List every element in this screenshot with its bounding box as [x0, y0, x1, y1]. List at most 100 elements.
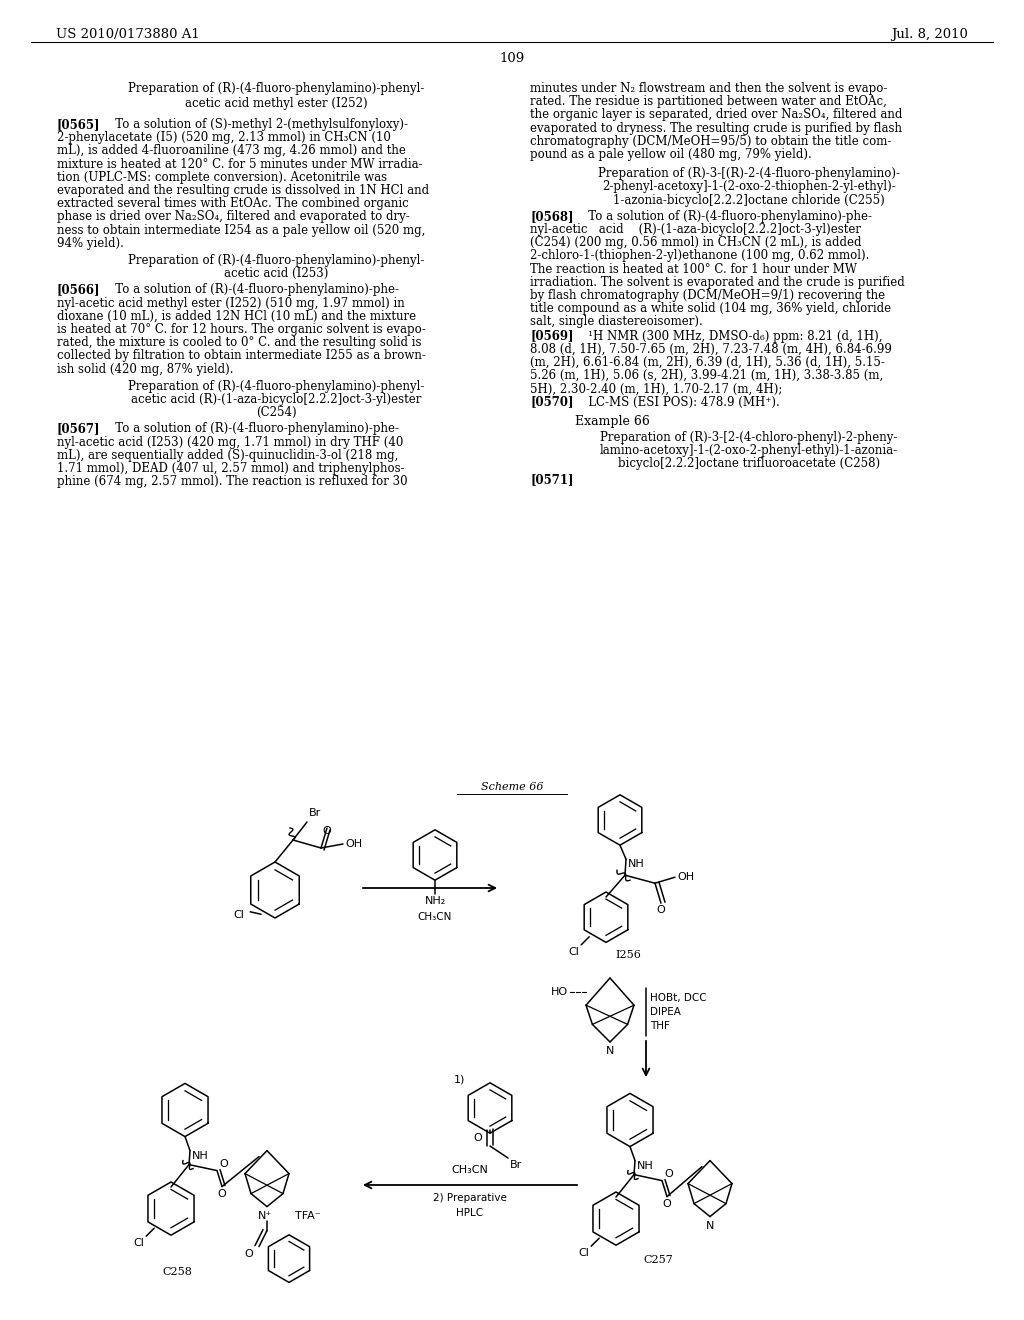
Text: Br: Br [510, 1160, 522, 1170]
Text: 1-azonia-bicyclo[2.2.2]octane chloride (C255): 1-azonia-bicyclo[2.2.2]octane chloride (… [613, 194, 885, 207]
Text: [0567]: [0567] [57, 422, 100, 436]
Text: by flash chromatography (DCM/MeOH=9/1) recovering the: by flash chromatography (DCM/MeOH=9/1) r… [530, 289, 885, 302]
Text: acetic acid methyl ester (I252): acetic acid methyl ester (I252) [184, 96, 368, 110]
Text: irradiation. The solvent is evaporated and the crude is purified: irradiation. The solvent is evaporated a… [530, 276, 905, 289]
Text: extracted several times with EtOAc. The combined organic: extracted several times with EtOAc. The … [57, 197, 409, 210]
Text: Cl: Cl [579, 1249, 589, 1258]
Text: Preparation of (R)-(4-fluoro-phenylamino)-phenyl-: Preparation of (R)-(4-fluoro-phenylamino… [128, 380, 424, 393]
Text: HPLC: HPLC [457, 1208, 483, 1218]
Text: LC-MS (ESI POS): 478.9 (MH⁺).: LC-MS (ESI POS): 478.9 (MH⁺). [577, 396, 779, 409]
Text: N⁺: N⁺ [258, 1210, 272, 1221]
Text: 2-phenyl-acetoxy]-1-(2-oxo-2-thiophen-2-yl-ethyl)-: 2-phenyl-acetoxy]-1-(2-oxo-2-thiophen-2-… [602, 181, 896, 194]
Text: The reaction is heated at 100° C. for 1 hour under MW: The reaction is heated at 100° C. for 1 … [530, 263, 857, 276]
Text: TFA⁻: TFA⁻ [295, 1210, 321, 1221]
Text: [0565]: [0565] [57, 117, 100, 131]
Text: 2-phenylacetate (I5) (520 mg, 2.13 mmol) in CH₃CN (10: 2-phenylacetate (I5) (520 mg, 2.13 mmol)… [57, 131, 391, 144]
Text: tion (UPLC-MS: complete conversion). Acetonitrile was: tion (UPLC-MS: complete conversion). Ace… [57, 170, 387, 183]
Text: CH₃CN: CH₃CN [452, 1166, 488, 1175]
Text: chromatography (DCM/MeOH=95/5) to obtain the title com-: chromatography (DCM/MeOH=95/5) to obtain… [530, 135, 891, 148]
Text: To a solution of (S)-methyl 2-(methylsulfonyloxy)-: To a solution of (S)-methyl 2-(methylsul… [104, 117, 408, 131]
Text: Preparation of (R)-3-[(R)-2-(4-fluoro-phenylamino)-: Preparation of (R)-3-[(R)-2-(4-fluoro-ph… [598, 168, 900, 181]
Text: 2) Preparative: 2) Preparative [433, 1193, 507, 1203]
Text: I256: I256 [615, 950, 641, 961]
Text: minutes under N₂ flowstream and then the solvent is evapo-: minutes under N₂ flowstream and then the… [530, 82, 888, 95]
Text: nyl-acetic acid methyl ester (I252) (510 mg, 1.97 mmol) in: nyl-acetic acid methyl ester (I252) (510… [57, 297, 404, 310]
Text: 8.08 (d, 1H), 7.50-7.65 (m, 2H), 7.23-7.48 (m, 4H), 6.84-6.99: 8.08 (d, 1H), 7.50-7.65 (m, 2H), 7.23-7.… [530, 343, 892, 356]
Text: 1.71 mmol), DEAD (407 ul, 2.57 mmol) and triphenylphos-: 1.71 mmol), DEAD (407 ul, 2.57 mmol) and… [57, 462, 404, 475]
Text: OH: OH [345, 840, 362, 849]
Text: lamino-acetoxy]-1-(2-oxo-2-phenyl-ethyl)-1-azonia-: lamino-acetoxy]-1-(2-oxo-2-phenyl-ethyl)… [600, 445, 898, 457]
Text: Jul. 8, 2010: Jul. 8, 2010 [891, 28, 968, 41]
Text: To a solution of (R)-(4-fluoro-phenylamino)-phe-: To a solution of (R)-(4-fluoro-phenylami… [577, 210, 872, 223]
Text: acetic acid (I253): acetic acid (I253) [224, 267, 328, 280]
Text: Preparation of (R)-(4-fluoro-phenylamino)-phenyl-: Preparation of (R)-(4-fluoro-phenylamino… [128, 82, 424, 95]
Text: DIPEA: DIPEA [650, 1007, 681, 1016]
Text: mL), is added 4-fluoroaniline (473 mg, 4.26 mmol) and the: mL), is added 4-fluoroaniline (473 mg, 4… [57, 144, 406, 157]
Text: pound as a pale yellow oil (480 mg, 79% yield).: pound as a pale yellow oil (480 mg, 79% … [530, 148, 812, 161]
Text: collected by filtration to obtain intermediate I255 as a brown-: collected by filtration to obtain interm… [57, 350, 426, 363]
Text: NH: NH [628, 859, 645, 869]
Text: phase is dried over Na₂SO₄, filtered and evaporated to dry-: phase is dried over Na₂SO₄, filtered and… [57, 210, 410, 223]
Text: [0569]: [0569] [530, 330, 573, 343]
Text: C257: C257 [643, 1255, 673, 1265]
Text: (C254) (200 mg, 0.56 mmol) in CH₃CN (2 mL), is added: (C254) (200 mg, 0.56 mmol) in CH₃CN (2 m… [530, 236, 861, 249]
Text: the organic layer is separated, dried over Na₂SO₄, filtered and: the organic layer is separated, dried ov… [530, 108, 902, 121]
Text: NH₂: NH₂ [424, 896, 445, 907]
Text: evaporated to dryness. The resulting crude is purified by flash: evaporated to dryness. The resulting cru… [530, 121, 902, 135]
Text: Preparation of (R)-3-[2-(4-chloro-phenyl)-2-pheny-: Preparation of (R)-3-[2-(4-chloro-phenyl… [600, 432, 898, 444]
Text: NH: NH [637, 1160, 653, 1171]
Text: [0570]: [0570] [530, 396, 573, 409]
Text: 109: 109 [500, 51, 524, 65]
Text: acetic acid (R)-(1-aza-bicyclo[2.2.2]oct-3-yl)ester: acetic acid (R)-(1-aza-bicyclo[2.2.2]oct… [131, 393, 421, 407]
Text: 5.26 (m, 1H), 5.06 (s, 2H), 3.99-4.21 (m, 1H), 3.38-3.85 (m,: 5.26 (m, 1H), 5.06 (s, 2H), 3.99-4.21 (m… [530, 370, 884, 383]
Text: N: N [606, 1045, 614, 1056]
Text: Cl: Cl [133, 1238, 144, 1249]
Text: 94% yield).: 94% yield). [57, 236, 124, 249]
Text: mL), are sequentially added (S)-quinuclidin-3-ol (218 mg,: mL), are sequentially added (S)-quinucli… [57, 449, 398, 462]
Text: Scheme 66: Scheme 66 [480, 781, 544, 792]
Text: NH: NH [193, 1151, 209, 1160]
Text: Br: Br [309, 808, 322, 818]
Text: 2-chloro-1-(thiophen-2-yl)ethanone (100 mg, 0.62 mmol).: 2-chloro-1-(thiophen-2-yl)ethanone (100 … [530, 249, 869, 263]
Text: HOBt, DCC: HOBt, DCC [650, 993, 707, 1003]
Text: O: O [219, 1159, 227, 1168]
Text: is heated at 70° C. for 12 hours. The organic solvent is evapo-: is heated at 70° C. for 12 hours. The or… [57, 323, 426, 337]
Text: phine (674 mg, 2.57 mmol). The reaction is refluxed for 30: phine (674 mg, 2.57 mmol). The reaction … [57, 475, 408, 488]
Text: mixture is heated at 120° C. for 5 minutes under MW irradia-: mixture is heated at 120° C. for 5 minut… [57, 157, 423, 170]
Text: [0566]: [0566] [57, 284, 100, 297]
Text: O: O [664, 1168, 673, 1179]
Text: [0568]: [0568] [530, 210, 573, 223]
Text: Example 66: Example 66 [574, 414, 649, 428]
Text: evaporated and the resulting crude is dissolved in 1N HCl and: evaporated and the resulting crude is di… [57, 183, 429, 197]
Text: (m, 2H), 6.61-6.84 (m, 2H), 6.39 (d, 1H), 5.36 (d, 1H), 5.15-: (m, 2H), 6.61-6.84 (m, 2H), 6.39 (d, 1H)… [530, 356, 885, 370]
Text: C258: C258 [162, 1267, 191, 1278]
Text: THF: THF [650, 1020, 670, 1031]
Text: nyl-acetic acid (I253) (420 mg, 1.71 mmol) in dry THF (40: nyl-acetic acid (I253) (420 mg, 1.71 mmo… [57, 436, 403, 449]
Text: nyl-acetic   acid    (R)-(1-aza-bicyclo[2.2.2]oct-3-yl)ester: nyl-acetic acid (R)-(1-aza-bicyclo[2.2.2… [530, 223, 861, 236]
Text: Preparation of (R)-(4-fluoro-phenylamino)-phenyl-: Preparation of (R)-(4-fluoro-phenylamino… [128, 253, 424, 267]
Text: CH₃CN: CH₃CN [418, 912, 453, 923]
Text: O: O [473, 1133, 482, 1143]
Text: 5H), 2.30-2.40 (m, 1H), 1.70-2.17 (m, 4H);: 5H), 2.30-2.40 (m, 1H), 1.70-2.17 (m, 4H… [530, 383, 782, 396]
Text: (C254): (C254) [256, 407, 296, 420]
Text: 1): 1) [454, 1074, 465, 1085]
Text: N: N [706, 1221, 714, 1230]
Text: OH: OH [677, 873, 694, 882]
Text: salt, single diastereoisomer).: salt, single diastereoisomer). [530, 315, 702, 329]
Text: bicyclo[2.2.2]octane trifluoroacetate (C258): bicyclo[2.2.2]octane trifluoroacetate (C… [617, 458, 880, 470]
Text: [0571]: [0571] [530, 474, 573, 487]
Text: ¹H NMR (300 MHz, DMSO-d₆) ppm: 8.21 (d, 1H),: ¹H NMR (300 MHz, DMSO-d₆) ppm: 8.21 (d, … [577, 330, 883, 343]
Text: To a solution of (R)-(4-fluoro-phenylamino)-phe-: To a solution of (R)-(4-fluoro-phenylami… [104, 284, 399, 297]
Text: O: O [663, 1199, 672, 1209]
Text: ness to obtain intermediate I254 as a pale yellow oil (520 mg,: ness to obtain intermediate I254 as a pa… [57, 223, 425, 236]
Text: O: O [245, 1249, 253, 1258]
Text: title compound as a white solid (104 mg, 36% yield, chloride: title compound as a white solid (104 mg,… [530, 302, 891, 315]
Text: O: O [656, 906, 666, 915]
Text: O: O [218, 1188, 226, 1199]
Text: Cl: Cl [233, 909, 244, 920]
Text: Cl: Cl [568, 946, 580, 957]
Text: ish solid (420 mg, 87% yield).: ish solid (420 mg, 87% yield). [57, 363, 233, 376]
Text: rated. The residue is partitioned between water and EtOAc,: rated. The residue is partitioned betwee… [530, 95, 887, 108]
Text: US 2010/0173880 A1: US 2010/0173880 A1 [56, 28, 200, 41]
Text: rated, the mixture is cooled to 0° C. and the resulting solid is: rated, the mixture is cooled to 0° C. an… [57, 337, 422, 350]
